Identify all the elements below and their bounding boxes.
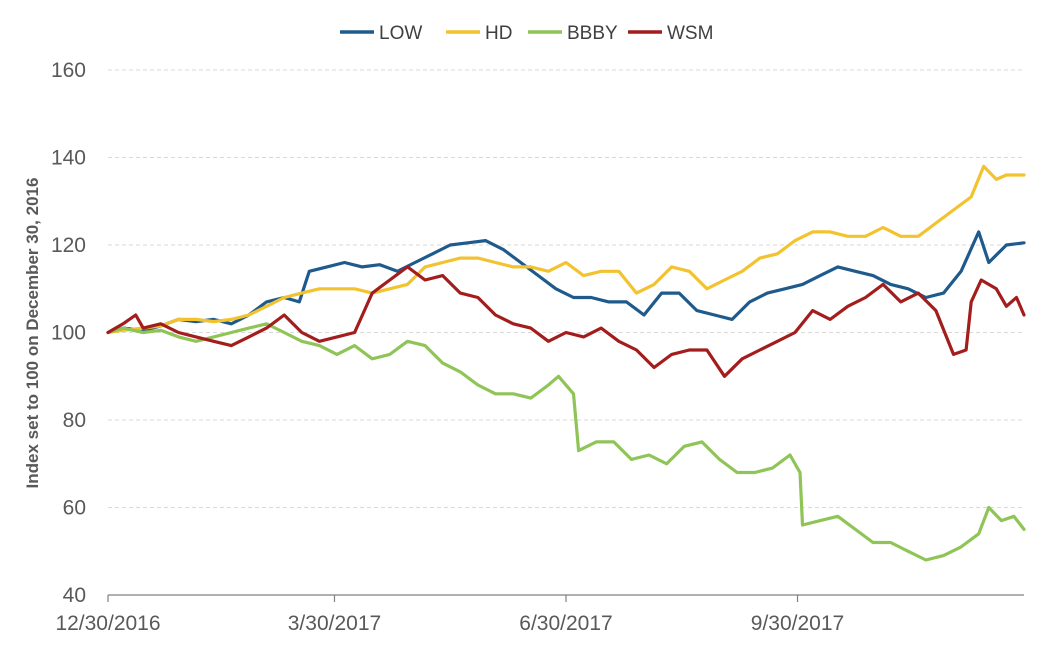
x-tick-label: 12/30/2016 <box>55 612 160 635</box>
series-layer <box>106 164 1026 562</box>
series-line-hd <box>106 164 1026 335</box>
legend: LOW HD BBBY WSM <box>340 23 713 44</box>
x-axis: 12/30/2016 3/30/2017 6/30/2017 9/30/2017 <box>55 594 1024 635</box>
legend-label: HD <box>485 23 512 44</box>
y-tick-label: 140 <box>51 147 86 170</box>
y-tick-label: 80 <box>63 409 86 432</box>
legend-item-hd: HD <box>446 23 512 44</box>
y-tick-label: 60 <box>63 497 86 520</box>
y-tick-label: 100 <box>51 322 86 345</box>
legend-label: BBBY <box>567 23 618 44</box>
y-tick-label: 40 <box>63 584 86 607</box>
x-tick-label: 6/30/2017 <box>519 612 612 635</box>
y-tick-label: 120 <box>51 234 86 257</box>
series-line-low <box>106 230 1026 335</box>
series-line-bbby <box>106 322 1026 562</box>
y-tick-label: 160 <box>51 59 86 82</box>
x-tick-label: 9/30/2017 <box>751 612 844 635</box>
legend-label: WSM <box>667 23 713 44</box>
y-axis: 40 60 80 100 120 140 160 <box>51 59 86 607</box>
legend-item-bbby: BBBY <box>528 23 618 44</box>
legend-item-low: LOW <box>340 23 422 44</box>
legend-label: LOW <box>379 23 422 44</box>
y-axis-label: Index set to 100 on December 30, 2016 <box>23 178 42 489</box>
x-tick-label: 3/30/2017 <box>288 612 381 635</box>
series-line-wsm <box>106 265 1026 378</box>
legend-item-wsm: WSM <box>628 23 713 44</box>
